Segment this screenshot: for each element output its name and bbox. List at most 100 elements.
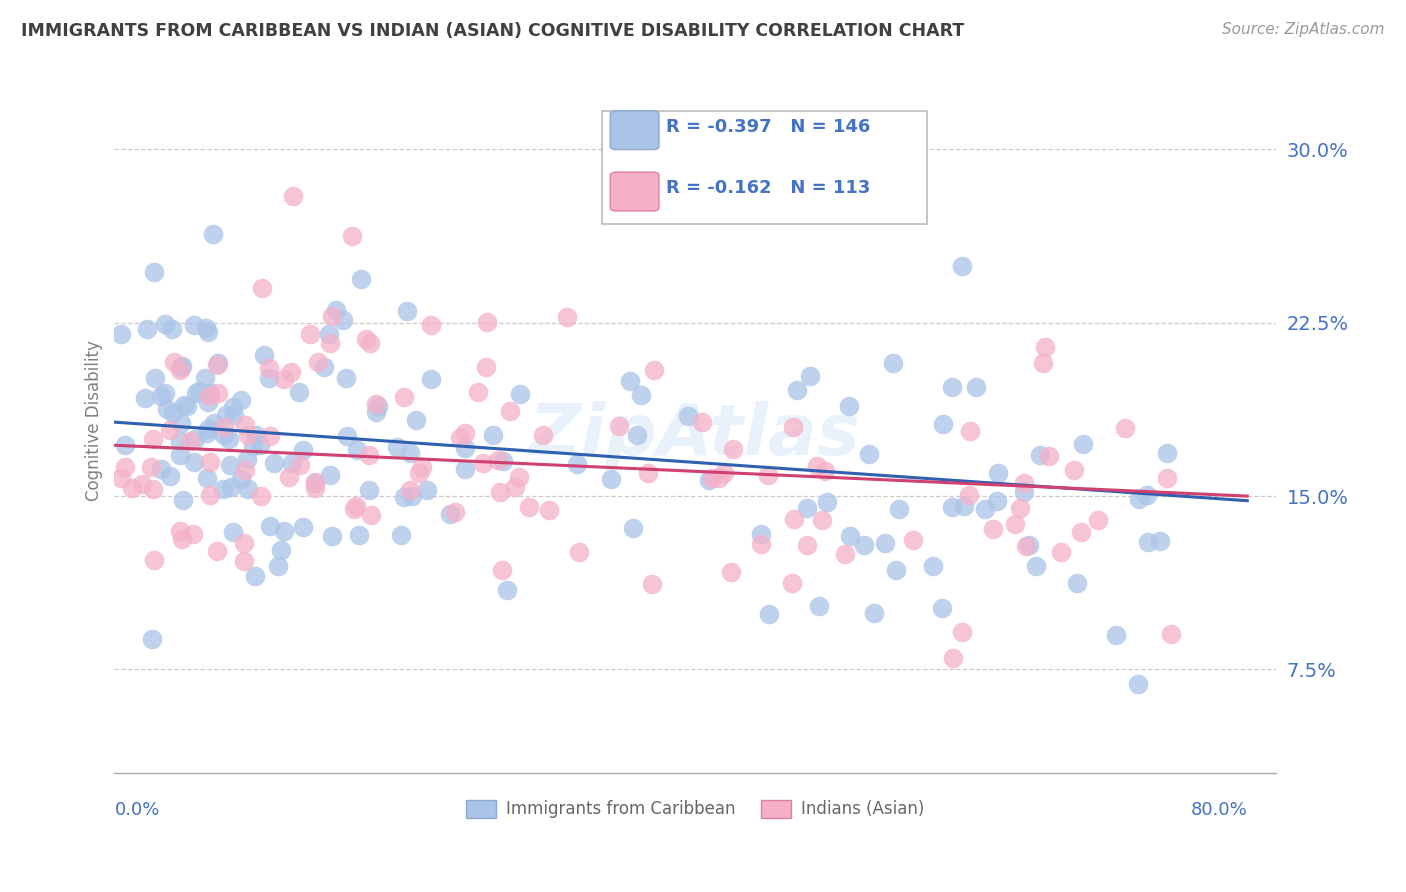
Point [699,473,721,487]
Point [454,426,477,441]
Point [401,489,423,503]
Point [1004,517,1026,532]
Point [1070,525,1092,540]
Point [1038,450,1060,464]
Point [815,494,838,508]
Point [335,371,357,385]
Point [170,359,193,374]
Point [720,565,742,579]
Point [236,452,259,467]
Point [318,327,340,342]
Point [360,508,382,522]
Point [942,650,965,665]
Text: IMMIGRANTS FROM CARIBBEAN VS INDIAN (ASIAN) COGNITIVE DISABILITY CORRELATION CHA: IMMIGRANTS FROM CARIBBEAN VS INDIAN (ASI… [21,22,965,40]
Point [780,575,803,590]
Point [690,415,713,429]
Point [181,526,204,541]
Point [149,462,172,476]
Point [1071,437,1094,451]
Point [292,520,315,534]
Text: 0.0%: 0.0% [114,801,160,819]
Point [863,606,886,620]
Point [183,455,205,469]
Point [201,227,224,242]
Point [319,335,342,350]
Point [179,434,201,448]
Point [281,189,304,203]
Point [332,312,354,326]
Point [399,483,422,497]
Point [195,471,218,485]
Point [481,428,503,442]
Point [496,582,519,597]
Point [449,431,471,445]
Point [270,543,292,558]
Point [314,359,336,374]
Point [321,529,343,543]
Point [981,522,1004,536]
Point [1033,339,1056,353]
Point [267,559,290,574]
Point [263,456,285,470]
Point [1010,500,1032,515]
Point [343,502,366,516]
Point [304,481,326,495]
Point [273,372,295,386]
Point [420,318,443,332]
Point [509,386,531,401]
Text: R = -0.162   N = 113: R = -0.162 N = 113 [666,179,870,197]
Point [811,513,834,527]
Point [941,379,963,393]
Point [170,416,193,430]
Point [159,423,181,437]
Point [1128,677,1150,691]
Point [110,471,132,485]
Point [676,409,699,424]
Point [503,480,526,494]
Point [786,383,808,397]
Point [932,417,955,431]
Point [950,259,973,273]
Point [198,488,221,502]
Point [1105,628,1128,642]
Legend: Immigrants from Caribbean, Indians (Asian): Immigrants from Caribbean, Indians (Asia… [460,793,931,825]
Point [1128,492,1150,507]
Point [222,400,245,414]
Point [187,384,209,399]
Point [259,519,281,533]
Point [231,393,253,408]
Point [198,389,221,403]
Point [280,365,302,379]
Point [207,356,229,370]
Point [751,526,773,541]
Point [751,537,773,551]
Point [207,386,229,401]
Point [211,483,233,497]
Point [889,502,911,516]
Point [173,398,195,412]
Point [1029,448,1052,462]
Point [134,391,156,405]
Point [307,355,329,369]
Point [950,624,973,639]
Point [1066,576,1088,591]
Point [882,356,904,370]
Point [233,535,256,549]
Point [444,505,467,519]
Point [952,499,974,513]
Point [197,395,219,409]
Point [250,281,273,295]
Point [385,440,408,454]
Point [172,493,194,508]
Point [641,577,664,591]
Point [218,432,240,446]
Point [229,472,252,486]
Point [508,470,530,484]
Point [415,483,437,498]
Point [233,417,256,432]
Point [1136,488,1159,502]
Point [1018,538,1040,552]
Point [215,408,238,422]
Point [349,527,371,541]
Point [489,485,512,500]
